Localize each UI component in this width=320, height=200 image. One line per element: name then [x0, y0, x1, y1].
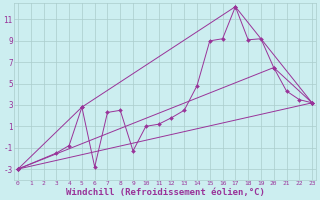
- X-axis label: Windchill (Refroidissement éolien,°C): Windchill (Refroidissement éolien,°C): [66, 188, 264, 197]
